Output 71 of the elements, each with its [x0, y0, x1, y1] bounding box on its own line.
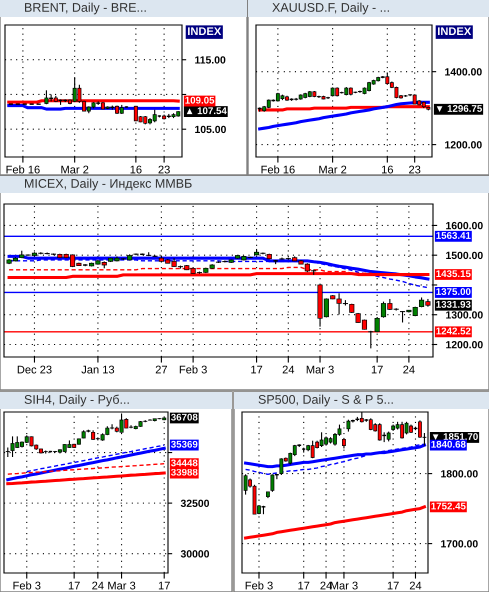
y-tick-label: 105.00 — [195, 126, 226, 134]
y-tick-label: 1600.00 — [446, 222, 483, 230]
x-tick-label: 16 — [130, 166, 142, 174]
line-series — [6, 471, 166, 486]
text: ▼ 1851.70 — [432, 433, 478, 440]
x-tick-label: 17 — [298, 582, 310, 590]
chart-title: SIH4, Daily - Руб... — [24, 394, 129, 406]
y-tick-label: 1800.00 — [441, 470, 478, 478]
chart-title: MICEX, Daily - Индекс ММВБ — [25, 178, 192, 190]
y-tick-label: 1200.00 — [445, 141, 482, 148]
data-label: 33988 — [171, 468, 198, 476]
candlestick — [279, 458, 284, 476]
chart-title: SP500, Daily - S & P 5... — [258, 394, 393, 406]
ref-line-label: 1563.41 — [436, 232, 471, 239]
data-label: 1435.15 — [436, 270, 471, 278]
data-label: 1752.45 — [431, 502, 466, 510]
ref-line-label: 1375.00 — [436, 288, 471, 296]
y-tick-label: 1300.00 — [446, 311, 483, 319]
y-tick-label: 1400.00 — [445, 68, 482, 76]
line-series — [7, 463, 165, 475]
text: 1331.93 — [436, 300, 471, 308]
x-tick-label: Feb 3 — [246, 581, 273, 590]
data-label: 34448 — [171, 459, 198, 466]
text: 36708 — [171, 414, 198, 421]
text: INDEX — [438, 27, 472, 36]
data-label: 35369 — [171, 440, 198, 448]
data-label: 1840.68 — [431, 440, 466, 448]
line-series — [258, 100, 430, 130]
x-tick-label: Feb 16 — [6, 165, 40, 174]
x-tick-label: 24 — [92, 582, 104, 590]
x-tick-label: Mar 3 — [108, 582, 136, 590]
x-tick-label: 23 — [409, 166, 420, 174]
text: INDEX — [188, 27, 222, 36]
x-tick-label: 24 — [403, 366, 415, 374]
x-tick-label: Mar 3 — [330, 582, 358, 590]
y-tick-label: 32500 — [180, 500, 210, 508]
x-tick-label: 16 — [382, 166, 394, 174]
y-tick-label: 1500.00 — [446, 252, 483, 260]
x-tick-label: Mar 2 — [61, 166, 88, 174]
x-tick-label: 24 — [320, 582, 332, 590]
x-tick-label: Mar 3 — [306, 366, 334, 374]
candlestick — [310, 440, 315, 459]
text: ▼ 1296.75 — [436, 105, 482, 112]
x-tick-label: Feb 16 — [262, 165, 295, 174]
x-tick-label: 17 — [158, 582, 170, 590]
x-tick-label: Dec 23 — [18, 366, 52, 374]
x-tick-label: 23 — [158, 166, 170, 174]
line-series — [6, 446, 166, 482]
x-tick-label: 24 — [282, 366, 294, 374]
candlestick — [386, 431, 391, 442]
x-tick-label: Feb 3 — [180, 365, 207, 374]
x-tick-label: 17 — [68, 582, 80, 590]
x-tick-label: 24 — [410, 582, 422, 590]
text: ▲ 107.54 — [186, 107, 227, 114]
x-tick-label: 17 — [388, 582, 399, 590]
ref-line-label: 1242.52 — [436, 328, 471, 334]
x-tick-label: Feb 3 — [13, 581, 40, 590]
x-tick-label: 17 — [251, 366, 262, 374]
x-tick-label: 27 — [156, 366, 168, 374]
chart-title: BRENT, Daily - BRE... — [25, 2, 146, 14]
line-series — [244, 505, 426, 540]
y-tick-label: 1200.00 — [446, 341, 483, 348]
candlestick — [378, 422, 382, 442]
x-tick-label: Mar 2 — [319, 166, 346, 174]
y-tick-label: 1700.00 — [441, 540, 478, 548]
chart-title: XAUUSD.F, Daily - ... — [272, 2, 389, 14]
data-label: 109.05 — [185, 96, 214, 104]
y-tick-label: 30000 — [180, 550, 210, 558]
y-tick-label: 115.00 — [195, 56, 226, 64]
x-tick-label: 17 — [372, 366, 383, 374]
x-tick-label: Jan 13 — [81, 366, 114, 374]
